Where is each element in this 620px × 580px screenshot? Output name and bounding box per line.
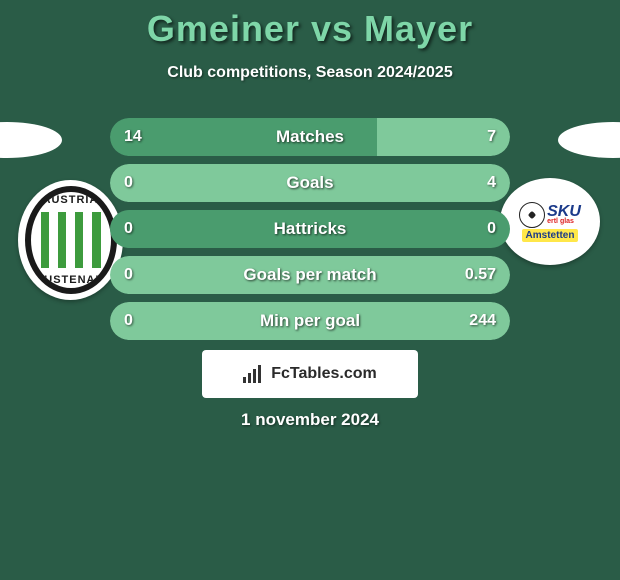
- team-right-badge: SKU ertl glas Amstetten: [500, 178, 600, 265]
- date-line: 1 november 2024: [0, 410, 620, 430]
- stat-label: Goals per match: [110, 265, 510, 285]
- page-title: Gmeiner vs Mayer: [0, 0, 620, 50]
- brand-chart-icon: [243, 365, 265, 383]
- subtitle: Club competitions, Season 2024/2025: [0, 64, 620, 82]
- stat-row: 00Hattricks: [110, 210, 510, 248]
- stats-container: 147Matches 04Goals 00Hattricks 00.57Goals p…: [110, 118, 510, 348]
- stat-label: Hattricks: [110, 219, 510, 239]
- crest-text-top: AUSTRIA: [31, 194, 111, 206]
- stat-row: 04Goals: [110, 164, 510, 202]
- stat-label: Min per goal: [110, 311, 510, 331]
- stat-row: 0244Min per goal: [110, 302, 510, 340]
- ellipse-right: [558, 122, 620, 158]
- stat-label: Matches: [110, 127, 510, 147]
- sku-crest: SKU ertl glas Amstetten: [506, 183, 594, 261]
- sku-town: Amstetten: [522, 229, 579, 242]
- stat-row: 00.57Goals per match: [110, 256, 510, 294]
- brand-text: FcTables.com: [271, 365, 377, 383]
- lustenau-crest: AUSTRIA LUSTENAU: [25, 186, 117, 294]
- brand-box: FcTables.com: [202, 350, 418, 398]
- soccer-ball-icon: [519, 202, 545, 228]
- ellipse-left: [0, 122, 62, 158]
- crest-stripes: [41, 212, 101, 268]
- team-left-badge: AUSTRIA LUSTENAU: [18, 180, 123, 300]
- crest-text-bottom: LUSTENAU: [31, 274, 111, 286]
- stat-row: 147Matches: [110, 118, 510, 156]
- stat-label: Goals: [110, 173, 510, 193]
